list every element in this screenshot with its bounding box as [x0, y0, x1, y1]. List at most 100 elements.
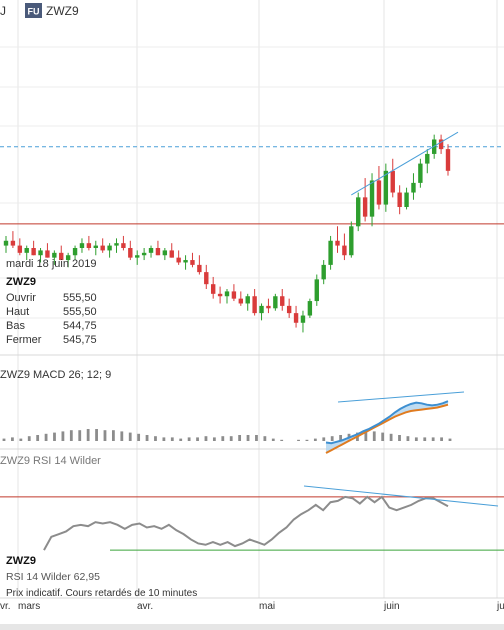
- candle-body: [404, 192, 409, 207]
- candle-body: [238, 298, 244, 304]
- macd-histogram-bar: [313, 438, 317, 441]
- candle-body: [266, 305, 271, 309]
- candle-body: [425, 153, 430, 164]
- candle-body: [314, 279, 319, 302]
- macd-histogram-bar: [414, 437, 418, 441]
- candle-body: [197, 264, 202, 273]
- candle-body: [17, 245, 23, 253]
- macd-histogram-bar: [423, 437, 427, 441]
- macd-histogram-bar: [145, 435, 149, 441]
- candle-body: [114, 243, 119, 246]
- macd-histogram-bar: [330, 436, 334, 441]
- macd-histogram-bar: [11, 437, 14, 441]
- macd-histogram-bar: [44, 433, 48, 441]
- candle-body: [10, 240, 16, 246]
- macd-histogram-bar: [431, 437, 435, 441]
- header-left-fragment: J: [0, 4, 6, 18]
- price-tooltip: mardi 18 juin 2019 ZWZ9 Ouvrir 555,50 Ha…: [6, 258, 97, 346]
- header-symbol[interactable]: ZWZ9: [46, 4, 79, 18]
- macd-histogram-bar: [120, 431, 124, 441]
- x-tick-label: juin: [383, 601, 400, 612]
- candle-body: [65, 255, 71, 261]
- tooltip-close-value: 545,75: [63, 334, 97, 346]
- tooltip-symbol: ZWZ9: [6, 276, 36, 288]
- rsi-panel: [0, 485, 504, 551]
- candle-body: [176, 257, 181, 263]
- macd-histogram-bar: [86, 429, 90, 441]
- candle-body: [328, 240, 333, 265]
- candle-body: [190, 260, 195, 265]
- macd-histogram-bar: [128, 432, 132, 441]
- futures-badge-label: FU: [28, 7, 40, 17]
- candle-body: [169, 250, 174, 258]
- macd-line: [325, 400, 449, 445]
- macd-histogram-bar: [19, 438, 23, 441]
- candle-body: [411, 182, 416, 193]
- candle-body: [72, 248, 78, 256]
- candle-body: [79, 243, 85, 248]
- macd-histogram-bar: [389, 433, 393, 441]
- tooltip-low-value: 544,75: [63, 320, 97, 332]
- rsi-title: ZWZ9 RSI 14 Wilder: [0, 455, 101, 467]
- candle-body: [45, 250, 50, 258]
- candle-body: [128, 248, 133, 258]
- x-tick-label: vr.: [0, 601, 11, 612]
- macd-histogram-bar: [305, 439, 309, 441]
- macd-histogram-bar: [221, 436, 225, 441]
- macd-histogram-bar: [69, 430, 73, 441]
- tooltip-high-label: Haut: [6, 306, 29, 318]
- macd-histogram-bar: [27, 436, 31, 441]
- tooltip-high-value: 555,50: [63, 306, 97, 318]
- trendline-upper: [351, 131, 459, 196]
- candle-body: [293, 313, 299, 323]
- tooltip-date: mardi 18 juin 2019: [6, 258, 97, 270]
- macd-histogram-bar: [111, 430, 115, 441]
- candle-body: [148, 248, 154, 253]
- candle-body: [59, 252, 64, 261]
- candle-body: [217, 293, 223, 297]
- candle-body: [52, 252, 57, 258]
- macd-histogram-bar: [297, 439, 300, 441]
- macd-histogram-bar: [36, 435, 40, 441]
- macd-panel: [2, 391, 465, 454]
- macd-histogram-bar: [196, 437, 199, 441]
- macd-histogram-bar: [448, 438, 452, 441]
- candle-body: [204, 272, 209, 285]
- macd-histogram-bar: [95, 429, 98, 441]
- macd-histogram-bar: [372, 431, 376, 441]
- candle-body: [231, 291, 237, 299]
- macd-histogram-bar: [339, 435, 343, 441]
- candle-body: [438, 139, 444, 150]
- horizontal-scrollbar[interactable]: [0, 624, 504, 630]
- candle-body: [390, 170, 395, 193]
- candle-body: [300, 315, 306, 323]
- macd-fill-area: [326, 401, 448, 453]
- macd-histogram-bar: [154, 436, 157, 441]
- candle-body: [155, 248, 161, 256]
- macd-histogram-bar: [204, 436, 208, 441]
- candle-body: [245, 296, 250, 304]
- macd-histogram-bar: [170, 437, 174, 441]
- macd-histogram-bar: [406, 436, 410, 441]
- candle-body: [307, 301, 313, 316]
- macd-histogram-bar: [179, 438, 183, 441]
- x-axis: vr. mars avr. mai juin ju: [0, 601, 504, 612]
- rsi-trendline: [303, 485, 499, 507]
- macd-histogram-bar: [162, 437, 166, 441]
- candle-body: [335, 240, 340, 246]
- tooltip-open-value: 555,50: [63, 292, 97, 304]
- candle-body: [224, 291, 230, 297]
- tooltip-close-label: Fermer: [6, 334, 42, 346]
- macd-histogram-bar: [61, 431, 65, 441]
- macd-title: ZWZ9 MACD 26; 12; 9: [0, 369, 111, 381]
- candle-body: [93, 245, 98, 248]
- candle-body: [210, 284, 216, 294]
- candle-body: [86, 243, 92, 248]
- candle-body: [397, 192, 402, 207]
- macd-histogram-bar: [440, 437, 443, 441]
- macd-histogram-bar: [229, 436, 233, 441]
- macd-histogram-bar: [2, 438, 6, 441]
- rsi-legend-value: RSI 14 Wilder 62,95: [6, 571, 100, 583]
